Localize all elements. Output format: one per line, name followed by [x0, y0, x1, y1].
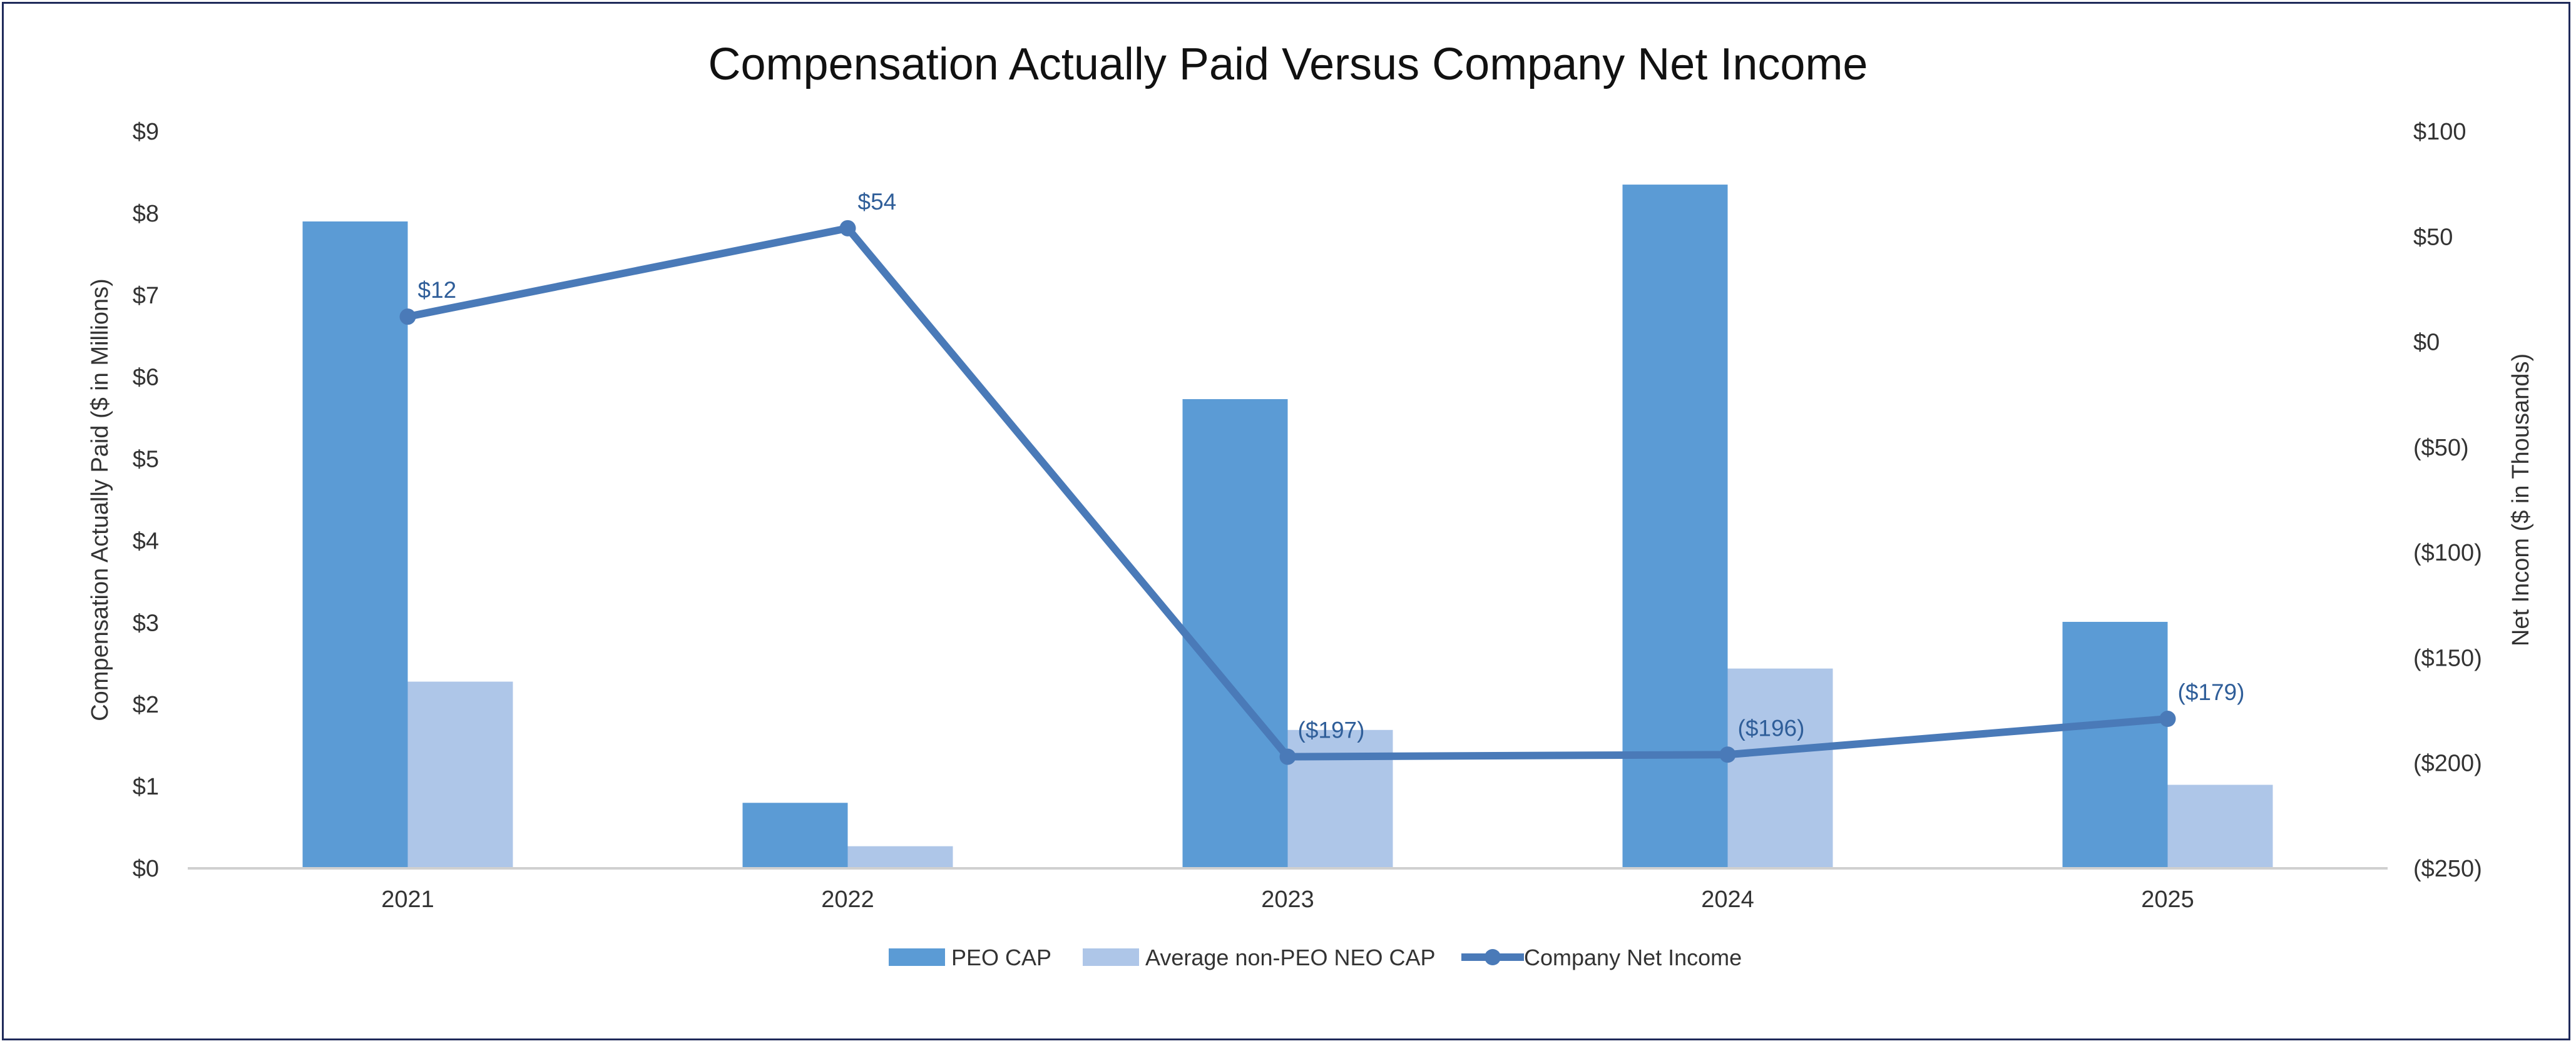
- y-right-tick-label: ($250): [2413, 856, 2482, 882]
- y-right-tick-label: $50: [2413, 224, 2453, 250]
- line-marker: [2159, 711, 2176, 728]
- data-label: ($179): [2178, 679, 2245, 705]
- y-right-tick-label: ($150): [2413, 645, 2482, 671]
- y-right-tick-label: $100: [2413, 119, 2466, 145]
- y-left-tick-label: $6: [133, 365, 159, 391]
- y-left-tick-label: $0: [133, 856, 159, 882]
- line-marker: [839, 220, 856, 236]
- y-left-tick-label: $8: [133, 201, 159, 227]
- bar-peo-cap: [302, 221, 408, 868]
- y-left-tick-label: $5: [133, 447, 159, 473]
- y-left-tick-label: $2: [133, 692, 159, 718]
- y-right-tick-label: ($200): [2413, 751, 2482, 777]
- legend-swatch-net-income-marker: [1485, 949, 1501, 965]
- legend-swatch-peo-cap: [889, 948, 945, 966]
- x-tick-label: 2024: [1701, 886, 1754, 913]
- y-right-tick-label: ($100): [2413, 540, 2482, 566]
- data-label: $54: [858, 189, 897, 215]
- y-right-tick-label: ($50): [2413, 435, 2469, 461]
- y-right-axis-title: Net Incom ($ in Thousands): [2508, 353, 2534, 646]
- y-left-tick-label: $9: [133, 119, 159, 145]
- data-label: ($197): [1298, 718, 1365, 743]
- data-label: $12: [418, 277, 457, 303]
- x-tick-label: 2023: [1261, 886, 1314, 913]
- bar-peo-cap: [1622, 185, 1728, 869]
- y-left-tick-label: $1: [133, 774, 159, 800]
- y-left-tick-label: $3: [133, 610, 159, 636]
- line-marker: [1719, 746, 1736, 763]
- bar-peo-cap: [742, 803, 848, 868]
- bar-non-peo-neo-cap: [407, 681, 513, 868]
- bar-peo-cap: [2062, 622, 2168, 868]
- y-left-axis-title: Compensation Actually Paid ($ in Million…: [87, 278, 113, 721]
- legend-label: PEO CAP: [951, 945, 1051, 970]
- bar-non-peo-neo-cap: [2167, 784, 2273, 868]
- legend-label: Company Net Income: [1524, 945, 1742, 970]
- x-tick-label: 2022: [821, 886, 874, 913]
- bar-non-peo-neo-cap: [847, 846, 953, 868]
- legend-label: Average non-PEO NEO CAP: [1145, 945, 1436, 970]
- bar-non-peo-neo-cap: [1727, 668, 1833, 868]
- y-left-tick-label: $7: [133, 283, 159, 309]
- legend-swatch-non-peo-neo-cap: [1083, 948, 1139, 966]
- data-label: ($196): [1738, 715, 1805, 741]
- x-tick-label: 2021: [381, 886, 434, 913]
- y-left-tick-label: $4: [133, 528, 159, 554]
- y-right-tick-label: $0: [2413, 330, 2440, 356]
- bar-peo-cap: [1182, 399, 1288, 868]
- chart-title: Compensation Actually Paid Versus Compan…: [708, 39, 1868, 89]
- line-marker: [1279, 748, 1296, 765]
- x-tick-label: 2025: [2141, 886, 2194, 913]
- line-marker: [399, 308, 416, 325]
- bar-non-peo-neo-cap: [1287, 729, 1393, 868]
